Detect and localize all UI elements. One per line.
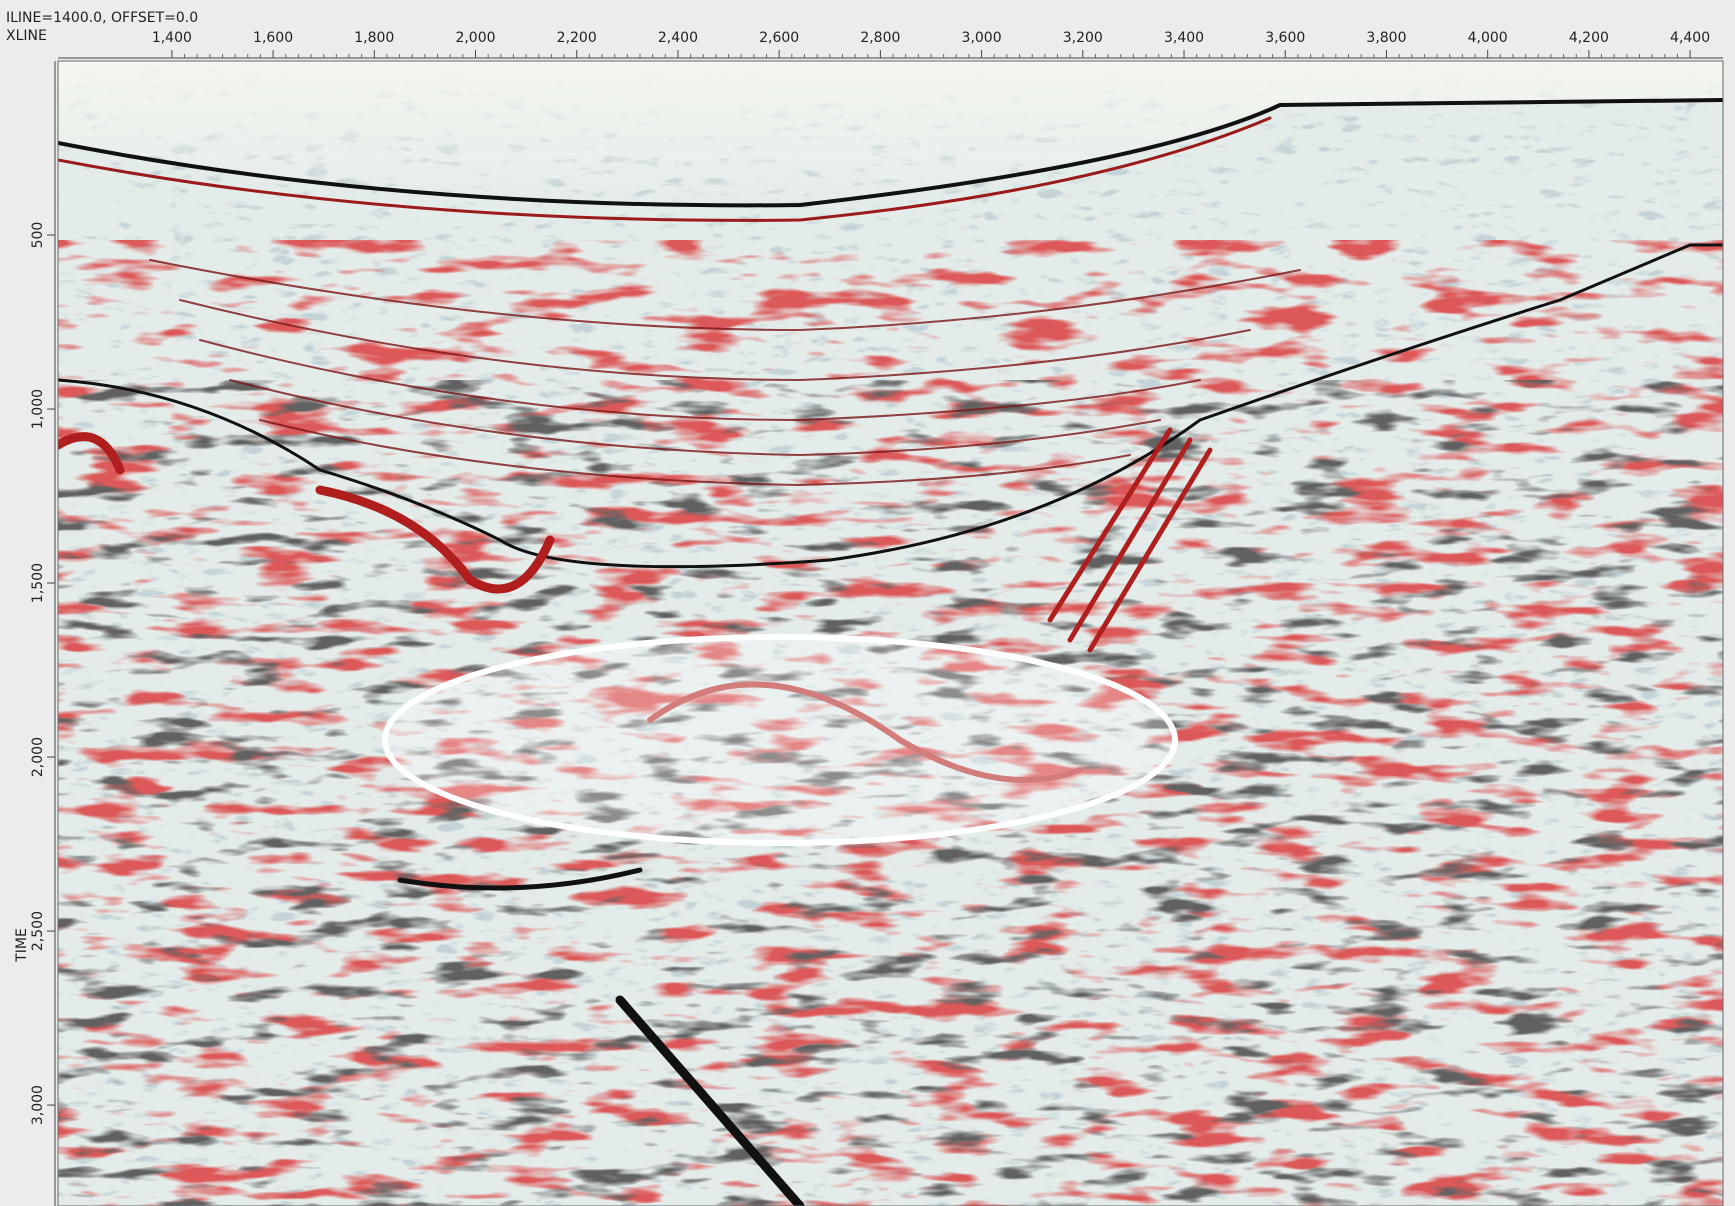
x-tick-label: 2,200 [557, 30, 597, 46]
x-tick-label: 4,200 [1569, 30, 1609, 46]
highlight-ellipse [382, 634, 1178, 846]
seismic-image [58, 61, 1723, 1206]
y-tick-label: 2,000 [30, 737, 46, 777]
x-tick-label: 3,400 [1164, 30, 1204, 46]
x-axis-label: XLINE [6, 28, 47, 44]
y-tick-label: 1,500 [30, 563, 46, 603]
header-title: ILINE=1400.0, OFFSET=0.0 [6, 10, 198, 26]
x-tick-label: 3,200 [1063, 30, 1103, 46]
x-tick-label: 4,000 [1468, 30, 1508, 46]
y-tick-label: 500 [30, 222, 46, 249]
y-tick-label: 1,000 [30, 389, 46, 429]
x-tick-label: 2,000 [455, 30, 495, 46]
x-tick-label: 2,800 [860, 30, 900, 46]
x-tick-label: 2,400 [658, 30, 698, 46]
x-tick-label: 4,400 [1670, 30, 1710, 46]
x-tick-label: 1,400 [152, 30, 192, 46]
x-tick-label: 2,600 [759, 30, 799, 46]
x-tick-label: 3,800 [1366, 30, 1406, 46]
y-tick-label: 3,000 [30, 1085, 46, 1125]
x-tick-label: 1,600 [253, 30, 293, 46]
x-tick-label: 3,600 [1265, 30, 1305, 46]
y-axis-label: TIME [14, 928, 30, 963]
plot-frame [57, 60, 1724, 1206]
x-tick-label: 1,800 [354, 30, 394, 46]
x-tick-label: 3,000 [962, 30, 1002, 46]
y-tick-label: 2,500 [30, 911, 46, 951]
